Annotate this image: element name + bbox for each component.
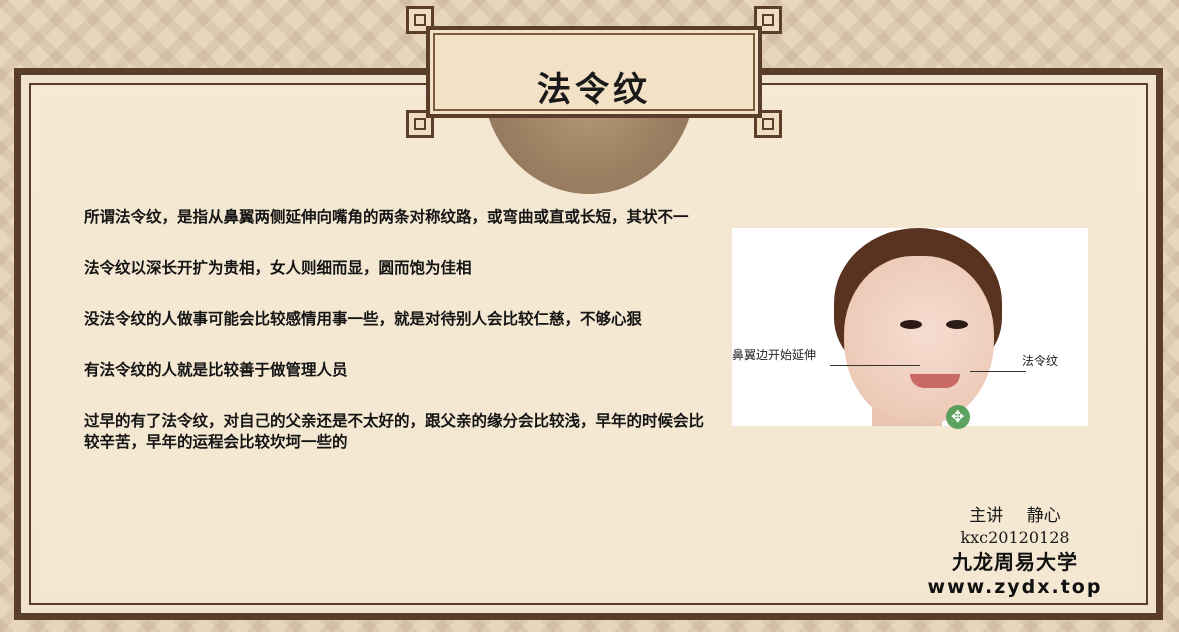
annotation-line-right bbox=[970, 371, 1026, 372]
annotation-line-left bbox=[830, 365, 920, 366]
title-box: 法令纹 bbox=[406, 6, 782, 138]
credits: 主讲 静心 kxc20120128 九龙周易大学 www.zydx.top bbox=[900, 505, 1130, 599]
mouth bbox=[910, 374, 960, 388]
slide-title: 法令纹 bbox=[537, 70, 651, 110]
annotation-label-right: 法令纹 bbox=[1022, 354, 1059, 368]
slide-content: 所谓法令纹，是指从鼻翼两侧延伸向嘴角的两条对称纹路，或弯曲或直或长短，其状不一 … bbox=[84, 207, 704, 483]
paragraph: 所谓法令纹，是指从鼻翼两侧延伸向嘴角的两条对称纹路，或弯曲或直或长短，其状不一 bbox=[84, 208, 689, 226]
face bbox=[844, 256, 994, 426]
paragraph: 没法令纹的人做事可能会比较感情用事一些，就是对待别人会比较仁慈，不够心狠 bbox=[84, 310, 643, 328]
paragraph: 有法令纹的人就是比较善于做管理人员 bbox=[84, 361, 348, 379]
face-photo: 鼻翼边开始延伸 法令纹 bbox=[732, 228, 1088, 426]
right-eye bbox=[946, 320, 968, 329]
paragraph: 过早的有了法令纹，对自己的父亲还是不太好的，跟父亲的缘分会比较浅，早年的时候会比… bbox=[84, 412, 705, 451]
move-cursor-icon: ✥ bbox=[946, 405, 970, 429]
website: www.zydx.top bbox=[927, 576, 1103, 598]
corner-ornament bbox=[754, 110, 782, 138]
corner-ornament bbox=[406, 110, 434, 138]
lecturer-name: 主讲 静心 bbox=[969, 506, 1061, 526]
left-eye bbox=[900, 320, 922, 329]
lecturer-code: kxc20120128 bbox=[960, 528, 1070, 547]
annotation-label-left: 鼻翼边开始延伸 bbox=[732, 348, 817, 362]
school-name: 九龙周易大学 bbox=[952, 550, 1078, 574]
title-plate: 法令纹 bbox=[426, 26, 762, 118]
paragraph: 法令纹以深长开扩为贵相，女人则细而显，圆而饱为佳相 bbox=[84, 259, 472, 277]
